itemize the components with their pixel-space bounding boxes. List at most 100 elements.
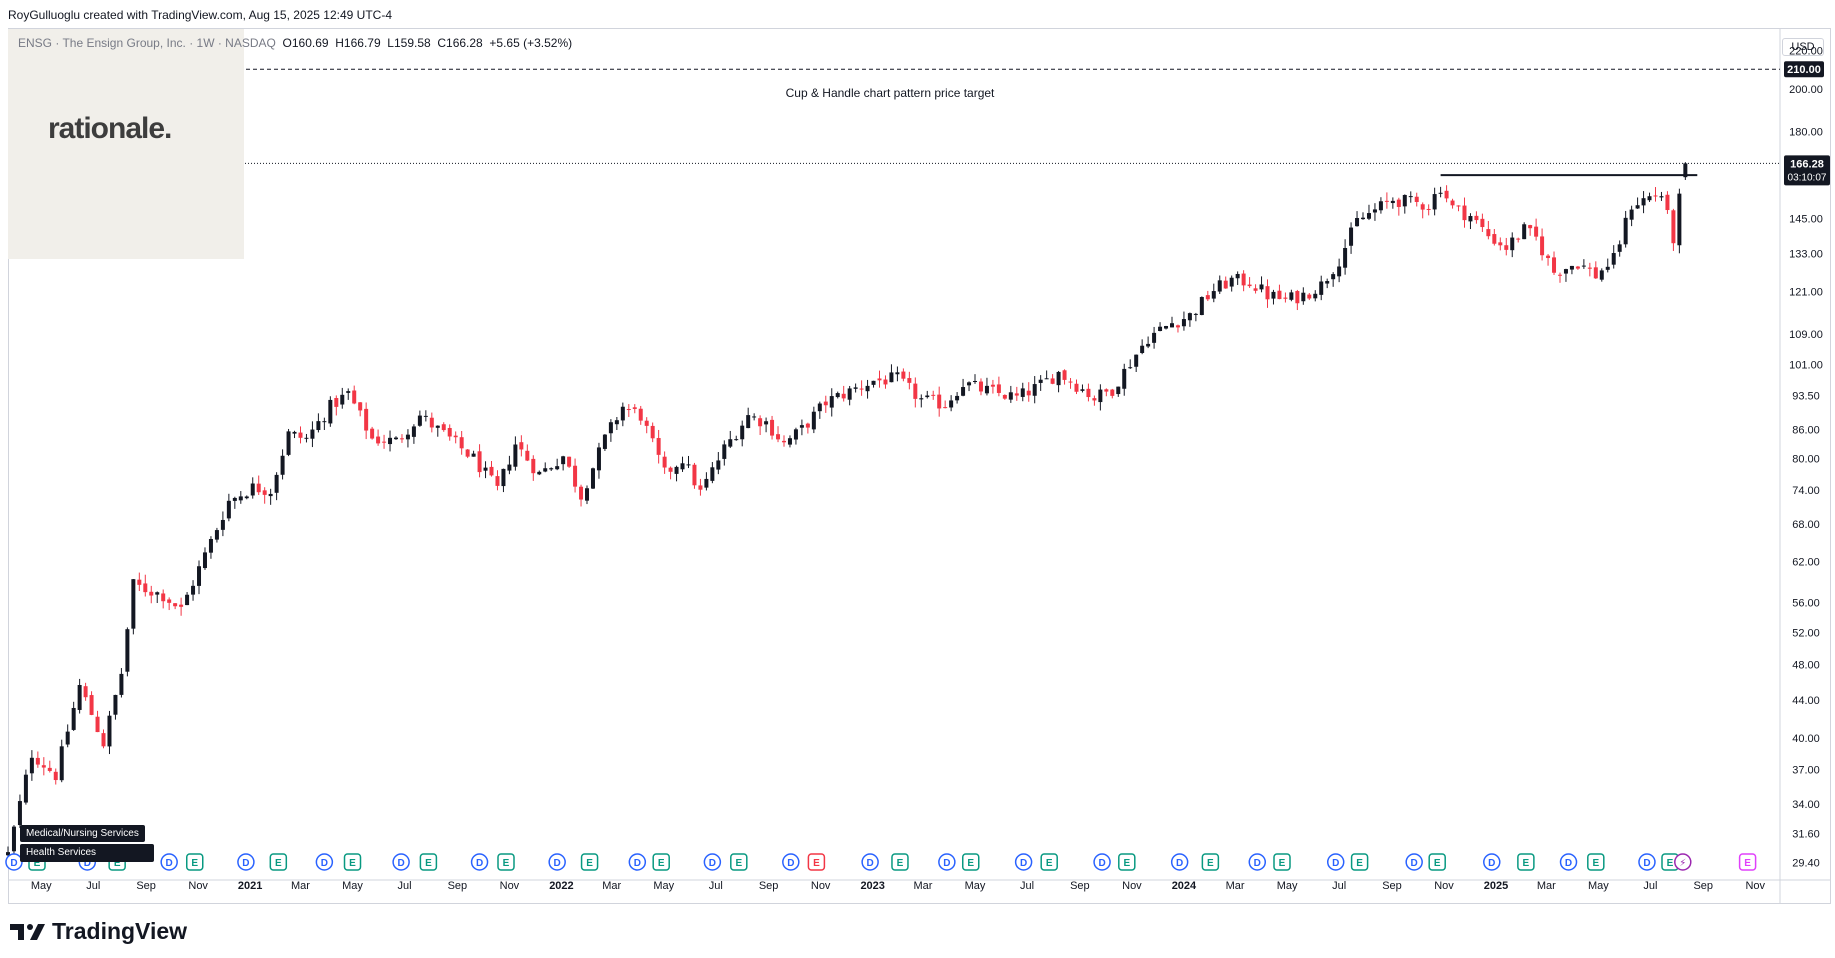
candle-body — [292, 431, 297, 434]
chart-frame — [8, 28, 1831, 904]
x-tick-label: Mar — [291, 880, 310, 892]
earnings-marker-box — [961, 853, 980, 871]
dividend-marker: D — [1643, 858, 1650, 869]
candle-body — [1134, 354, 1139, 367]
candle-body — [429, 417, 434, 428]
candle-body — [280, 455, 285, 475]
candle-body — [519, 442, 524, 450]
candle-body — [1528, 225, 1533, 229]
candle-body — [913, 383, 918, 399]
candle-body — [405, 434, 410, 440]
dividend-marker: D — [867, 858, 874, 869]
candle-body — [161, 593, 166, 602]
candle-body — [1629, 209, 1634, 220]
currency-label[interactable]: USD — [1782, 38, 1824, 56]
candle-body — [793, 429, 798, 440]
candle-body — [1086, 388, 1091, 398]
candle-body — [226, 500, 231, 519]
x-tick-label: Jul — [86, 880, 100, 892]
candle-body — [686, 464, 691, 466]
sector-tag-secondary[interactable]: Health Services — [20, 844, 154, 862]
ohlc-low: L159.58 — [387, 36, 431, 50]
candle-body — [244, 496, 249, 499]
candle-body — [937, 394, 942, 409]
candle-body — [1247, 284, 1252, 287]
x-tick-label: Nov — [1745, 880, 1765, 892]
candle-body — [95, 716, 100, 733]
candle-body — [1647, 196, 1652, 201]
candle-body — [776, 434, 781, 440]
x-tick-label: May — [965, 880, 986, 892]
candle-body — [1199, 297, 1204, 316]
candle-body — [41, 765, 46, 768]
candle-body — [1683, 163, 1688, 178]
candle-body — [6, 852, 10, 856]
tradingview-logo-icon — [10, 923, 45, 940]
earnings-marker: E — [1667, 858, 1674, 869]
earnings-marker: E — [967, 858, 974, 869]
candle-body — [1408, 196, 1413, 198]
candle-body — [1289, 292, 1294, 300]
candle-body — [1605, 266, 1610, 270]
candle-body — [411, 426, 416, 437]
earnings-marker-box — [1273, 853, 1291, 871]
candle-body — [865, 385, 870, 392]
candle-body — [1456, 205, 1461, 207]
candle-body — [483, 467, 488, 471]
chart-credit: RoyGulluoglu created with TradingView.co… — [8, 8, 392, 22]
x-tick-label: 2022 — [549, 880, 573, 892]
candle-body — [1169, 323, 1174, 328]
x-tick-label: May — [653, 880, 674, 892]
candle-body — [1152, 332, 1157, 343]
dividend-marker: D — [943, 858, 950, 869]
dividend-marker-circle — [1405, 853, 1423, 871]
candle-body — [119, 673, 124, 695]
y-tick-label: 220.00 — [1789, 45, 1823, 57]
candle-body — [1313, 293, 1318, 299]
tradingview-footer-logo[interactable]: TradingView — [10, 918, 187, 945]
candle-body — [388, 437, 393, 445]
candle-body — [1659, 196, 1664, 198]
split-marker-circle — [1674, 853, 1692, 871]
candle-body — [214, 530, 219, 540]
earnings-marker: E — [275, 858, 282, 869]
candle-body — [1307, 294, 1312, 299]
candle-body — [1319, 281, 1324, 295]
x-tick-label: Nov — [500, 880, 520, 892]
candle-body — [1432, 194, 1437, 210]
candle-body — [1587, 267, 1592, 269]
x-tick-label: Nov — [188, 880, 208, 892]
candle-body — [674, 466, 679, 474]
candle-body — [555, 466, 560, 470]
candle-body — [1283, 297, 1288, 299]
candle-body — [573, 465, 578, 487]
candle-body — [1569, 265, 1574, 270]
candle-body — [334, 398, 339, 407]
candle-body — [268, 493, 273, 497]
candle-body — [1337, 266, 1342, 277]
candle-body — [1486, 229, 1491, 237]
candle-body — [1653, 195, 1658, 197]
candle-body — [531, 458, 536, 474]
candle-body — [561, 456, 566, 465]
candle-body — [961, 387, 966, 396]
target-price-label-bg — [1784, 61, 1824, 78]
candle-body — [1384, 200, 1389, 202]
candle-body — [829, 396, 834, 408]
dividend-marker: D — [242, 858, 249, 869]
candle-body — [250, 483, 255, 496]
candle-body — [1229, 277, 1234, 287]
candle-body — [1552, 257, 1557, 273]
earnings-marker-box — [343, 853, 362, 871]
earnings-marker-box — [1201, 853, 1220, 871]
candle-body — [638, 408, 643, 421]
candle-body — [1325, 281, 1330, 284]
sector-tag-primary[interactable]: Medical/Nursing Services — [20, 825, 145, 842]
candle-body — [781, 440, 786, 443]
earnings-marker: E — [34, 858, 41, 869]
candle-body — [1116, 386, 1121, 395]
candle-body — [799, 425, 804, 428]
candle-body — [1617, 244, 1622, 252]
candle-body — [1349, 227, 1354, 246]
